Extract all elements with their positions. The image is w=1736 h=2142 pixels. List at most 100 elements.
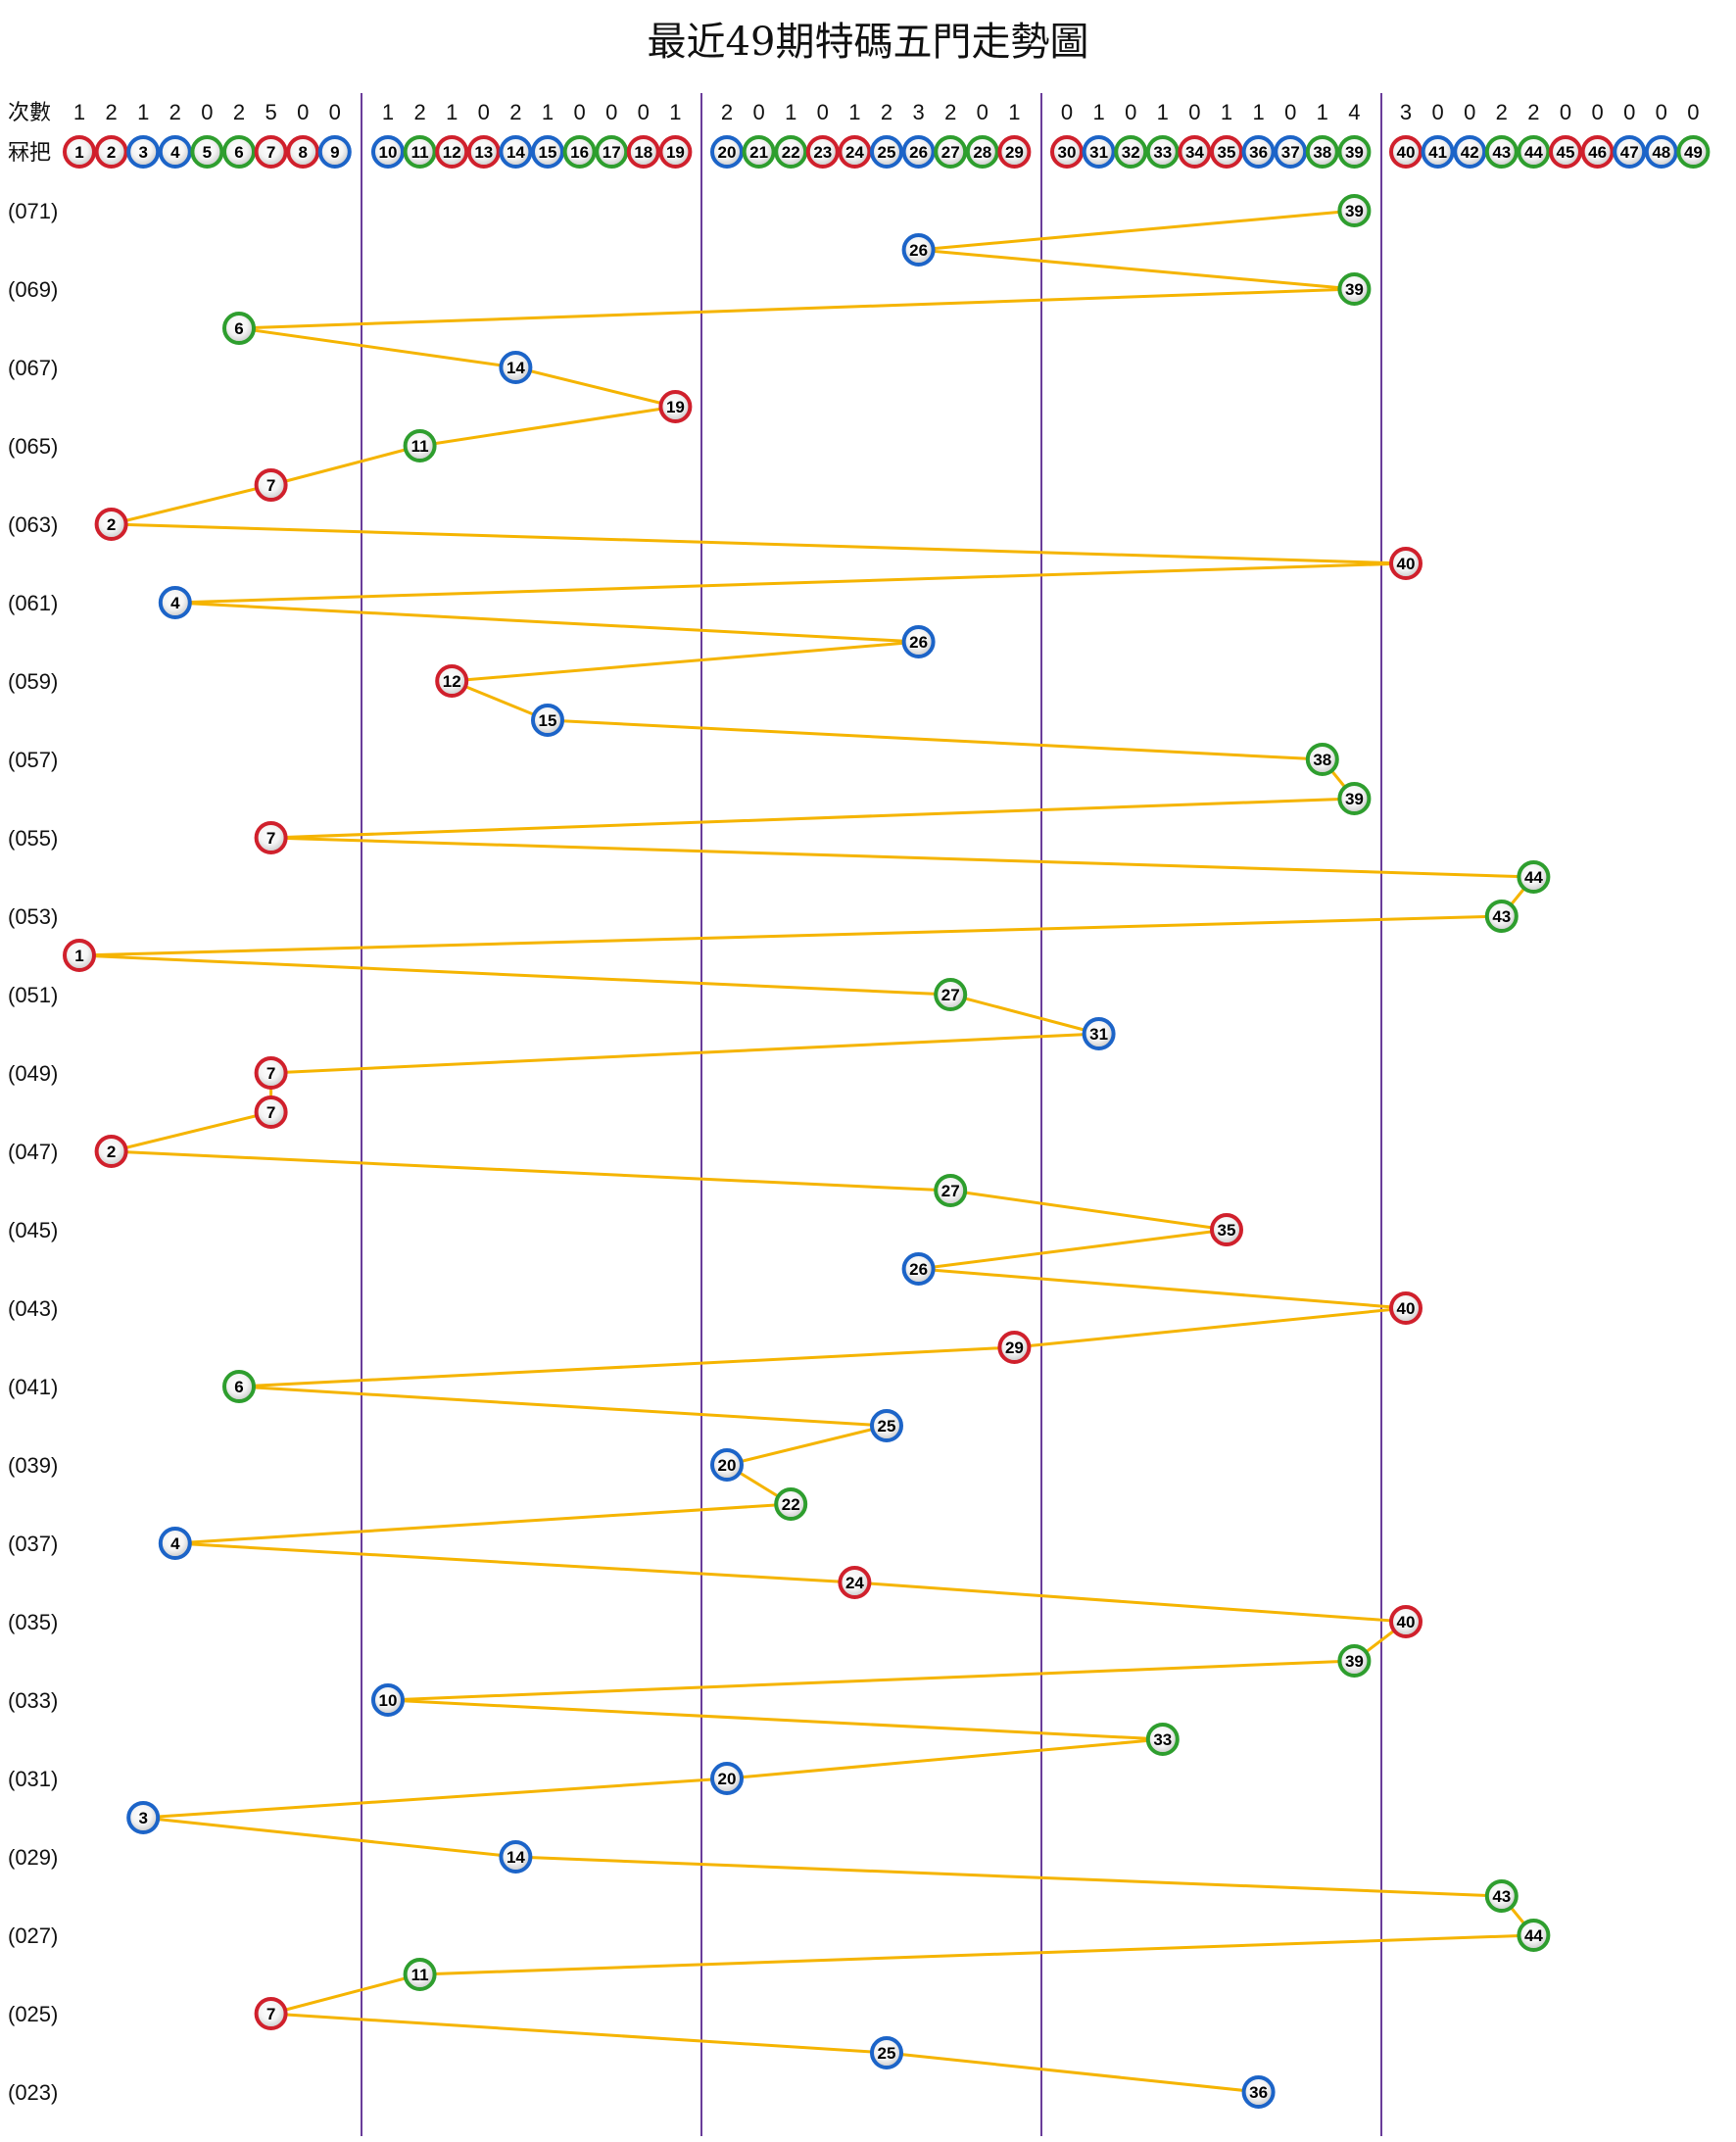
header-ball-11: 11 bbox=[403, 135, 437, 169]
draw-point: 20 bbox=[710, 1448, 744, 1482]
ball-circle bbox=[1421, 135, 1455, 169]
header-ball-29: 29 bbox=[997, 135, 1032, 169]
draw-point: 39 bbox=[1337, 782, 1372, 815]
trend-segment bbox=[270, 836, 1534, 879]
count-value: 1 bbox=[1221, 100, 1232, 124]
header-ball-10: 10 bbox=[371, 135, 405, 169]
count-value: 1 bbox=[137, 100, 149, 124]
ball-number: 8 bbox=[298, 143, 307, 162]
ball-circle bbox=[403, 429, 437, 462]
trend-segment bbox=[451, 679, 549, 722]
ball-circle bbox=[435, 135, 469, 169]
header-ball-19: 19 bbox=[658, 135, 693, 169]
trend-segment bbox=[111, 1149, 951, 1193]
draw-point: 40 bbox=[1389, 1605, 1423, 1638]
ball-circle bbox=[1082, 1017, 1116, 1050]
ball-number: 40 bbox=[1397, 555, 1416, 573]
count-value: 0 bbox=[638, 100, 650, 124]
ball-number: 49 bbox=[1684, 143, 1703, 162]
ball-circle bbox=[531, 704, 564, 737]
count-value: 1 bbox=[1092, 100, 1104, 124]
header-ball-33: 33 bbox=[1145, 135, 1180, 169]
ball-number: 43 bbox=[1492, 143, 1511, 162]
header-ball-6: 6 bbox=[222, 135, 256, 169]
draw-point: 27 bbox=[934, 1174, 968, 1207]
ball-circle bbox=[1145, 135, 1180, 169]
ball-number: 5 bbox=[203, 143, 212, 162]
ball-number: 42 bbox=[1461, 143, 1479, 162]
draw-point: 14 bbox=[499, 351, 533, 384]
ball-circle bbox=[562, 135, 597, 169]
draw-point: 11 bbox=[403, 1958, 437, 1991]
ball-number: 17 bbox=[603, 143, 621, 162]
ball-circle bbox=[774, 1487, 808, 1521]
ball-circle bbox=[403, 135, 437, 169]
ball-circle bbox=[1241, 2075, 1276, 2109]
ball-circle bbox=[1337, 135, 1372, 169]
trend-segment bbox=[174, 601, 919, 644]
ball-number: 28 bbox=[973, 143, 991, 162]
ball-circle bbox=[1453, 135, 1487, 169]
ball-circle bbox=[158, 135, 192, 169]
draw-point: 24 bbox=[838, 1566, 872, 1599]
ball-circle bbox=[658, 135, 693, 169]
trend-segment bbox=[949, 993, 1099, 1036]
ball-circle bbox=[997, 1331, 1032, 1364]
ball-number: 39 bbox=[1345, 280, 1364, 299]
count-value: 0 bbox=[1464, 100, 1475, 124]
ball-circle bbox=[1241, 135, 1276, 169]
ball-number: 31 bbox=[1089, 1025, 1108, 1044]
ball-circle bbox=[901, 1252, 936, 1286]
period-label: (027) bbox=[8, 1923, 58, 1948]
trend-segment bbox=[238, 287, 1355, 330]
ball-circle bbox=[254, 1056, 288, 1090]
ball-number: 27 bbox=[941, 143, 960, 162]
count-value: 2 bbox=[105, 100, 117, 124]
count-value: 0 bbox=[329, 100, 341, 124]
trend-segment bbox=[726, 1424, 888, 1467]
draw-point: 22 bbox=[774, 1487, 808, 1521]
trend-segment bbox=[949, 1189, 1228, 1232]
ball-circle bbox=[94, 135, 128, 169]
trend-segment bbox=[886, 2051, 1259, 2094]
header-ball-31: 31 bbox=[1082, 135, 1116, 169]
ball-number: 1 bbox=[74, 143, 83, 162]
ball-circle bbox=[94, 508, 128, 541]
draw-point: 26 bbox=[901, 233, 936, 267]
ball-number: 33 bbox=[1153, 1730, 1172, 1749]
draw-point: 33 bbox=[1145, 1723, 1180, 1756]
count-value: 1 bbox=[848, 100, 860, 124]
ball-circle bbox=[1389, 135, 1423, 169]
ball-circle bbox=[805, 135, 840, 169]
count-value: 1 bbox=[1317, 100, 1328, 124]
ball-number: 40 bbox=[1397, 1613, 1416, 1631]
draw-point: 39 bbox=[1337, 194, 1372, 227]
ball-circle bbox=[934, 1174, 968, 1207]
ball-number: 33 bbox=[1153, 143, 1172, 162]
period-label: (055) bbox=[8, 826, 58, 851]
ball-number: 41 bbox=[1428, 143, 1447, 162]
count-row-label: 次數 bbox=[8, 100, 51, 124]
ball-circle bbox=[901, 135, 936, 169]
ball-number: 43 bbox=[1492, 1887, 1511, 1906]
trend-segment bbox=[854, 1581, 1407, 1624]
trend-segment bbox=[387, 1659, 1355, 1702]
ball-number: 10 bbox=[379, 143, 398, 162]
draw-point: 20 bbox=[710, 1762, 744, 1795]
ball-circle bbox=[531, 135, 564, 169]
period-label: (023) bbox=[8, 2080, 58, 2105]
trend-segment bbox=[238, 326, 516, 369]
ball-number: 3 bbox=[138, 143, 147, 162]
ball-circle bbox=[1337, 194, 1372, 227]
header-ball-17: 17 bbox=[595, 135, 629, 169]
draw-point: 7 bbox=[254, 1056, 288, 1090]
ball-circle bbox=[371, 1683, 405, 1717]
ball-number: 14 bbox=[506, 143, 525, 162]
ball-circle bbox=[254, 1997, 288, 2030]
ball-circle bbox=[1305, 743, 1339, 776]
trend-segment bbox=[174, 561, 1407, 605]
draw-point: 26 bbox=[901, 625, 936, 658]
draw-point: 4 bbox=[158, 586, 192, 619]
count-value: 0 bbox=[297, 100, 309, 124]
